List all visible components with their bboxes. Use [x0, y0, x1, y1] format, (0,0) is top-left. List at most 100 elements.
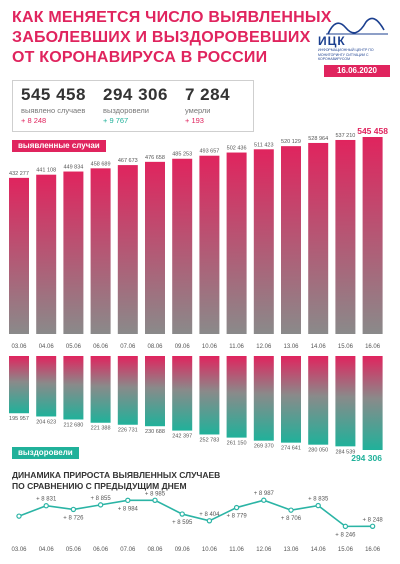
dynamics-value-label: + 8 987 [254, 491, 275, 497]
recovered-pill: выздоровели [12, 447, 79, 459]
date-tick-label: 09.06 [175, 344, 191, 350]
date-tick-label: 15.06 [338, 344, 354, 350]
dynamics-point [288, 507, 294, 513]
recovered-value-label: 261 150 [227, 441, 247, 447]
stat-deaths: 7 284 умерли + 193 [185, 85, 230, 125]
cases-value-label: 441 108 [36, 168, 56, 174]
stat-label: умерли [185, 106, 211, 115]
cases-bar [253, 149, 274, 334]
icc-logo-icon [326, 17, 388, 35]
dynamics-value-label: + 8 706 [281, 516, 302, 522]
dynamics-value-label: + 8 985 [145, 491, 166, 497]
cases-bar [63, 171, 84, 334]
cases-value-label: 528 964 [308, 136, 328, 142]
date-tick-label: 07.06 [120, 344, 136, 350]
title-line: ЗАБОЛЕВШИХ И ВЫЗДОРОВЕВШИХ [12, 29, 311, 46]
date-tick-label: 16.06 [365, 344, 381, 350]
stat-value: 294 306 [103, 85, 168, 104]
dynamics-date-label: 09.06 [175, 547, 191, 553]
date-tick-label: 10.06 [202, 344, 218, 350]
dynamics-date-label: 04.06 [39, 547, 55, 553]
dynamics-point [261, 497, 267, 503]
cases-value-label: 449 834 [63, 165, 83, 171]
dynamics-value-label: + 8 726 [63, 515, 84, 521]
recovered-value-label: 226 731 [118, 428, 138, 434]
dynamics-value-label: + 8 246 [335, 532, 356, 538]
dynamics-point [315, 502, 321, 509]
dynamics-point [369, 523, 376, 530]
cases-value-label: 511 423 [254, 142, 273, 148]
recovered-bar [117, 356, 138, 425]
logo-abbr: ИЦК [318, 34, 346, 48]
recovered-bar [145, 356, 165, 427]
date-tick-label: 08.06 [147, 344, 163, 350]
recovered-bar [226, 356, 247, 438]
recovered-value-label: 252 783 [199, 437, 219, 443]
dynamics-date-label: 07.06 [120, 547, 136, 553]
dynamics-date-label: 13.06 [283, 547, 299, 553]
cases-pill: выявленные случаи [12, 140, 106, 152]
cases-value-label: 520 129 [281, 139, 301, 145]
cases-bar [308, 142, 329, 334]
cases-bar [226, 152, 247, 334]
dynamics-value-label: + 8 855 [91, 496, 112, 502]
dynamics-value-label: + 8 984 [118, 506, 139, 512]
logo-subtitle: ИНФОРМАЦИОННЫЙ ЦЕНТР ПО МОНИТОРИНГУ СИТУ… [318, 48, 374, 61]
dynamics-line [18, 499, 373, 528]
recovered-value-label: 280 050 [308, 448, 328, 454]
recovered-value-label: 269 370 [254, 444, 274, 450]
title-line: КАК МЕНЯЕТСЯ ЧИСЛО ВЫЯВЛЕННЫХ [12, 9, 332, 26]
dynamics-point [43, 503, 49, 509]
dynamics-date-label: 15.06 [338, 547, 354, 553]
stat-value: 545 458 [21, 85, 86, 104]
recovered-bar [172, 356, 193, 431]
recovered-value-label: 284 539 [335, 449, 355, 455]
dynamics-date-label: 06.06 [93, 547, 109, 553]
recovered-value-label: 204 623 [36, 419, 56, 425]
date-tick-label: 11.06 [229, 344, 244, 350]
recovered-bar [36, 356, 57, 417]
dynamics-point [152, 497, 158, 503]
date-tick-label: 14.06 [311, 344, 327, 350]
recovered-bar [281, 356, 301, 443]
date-tick-label: 12.06 [256, 344, 272, 350]
dynamics-value-label: + 8 779 [227, 514, 248, 520]
recovered-bar [90, 356, 111, 423]
dynamics-point [179, 511, 185, 517]
dynamics-point [16, 513, 22, 519]
cases-value-label: 537 210 [335, 133, 355, 139]
cases-bar [117, 165, 138, 334]
stat-delta: + 193 [185, 116, 204, 125]
dynamics-title-line: ПО СРАВНЕНИЮ С ПРЕДЫДУЩИМ ДНЕМ [12, 481, 187, 491]
stat-cases: 545 458 выявлено случаев + 8 248 [21, 85, 86, 125]
dynamics-value-label: + 8 248 [363, 517, 384, 523]
stat-label: выздоровели [103, 106, 149, 115]
dynamics-date-label: 08.06 [147, 547, 163, 553]
dynamics-date-label: 10.06 [202, 547, 218, 553]
stat-recovered: 294 306 выздоровели + 9 767 [103, 85, 168, 125]
dynamics-value-label: + 8 404 [199, 512, 220, 518]
recovered-value-label: 195 957 [9, 416, 29, 422]
cases-value-label: 493 657 [199, 149, 219, 155]
recovered-value-label: 274 641 [281, 446, 301, 452]
recovered-bar [9, 356, 29, 414]
recovered-bar [253, 356, 274, 441]
dynamics-date-label: 12.06 [256, 547, 272, 553]
dynamics-date-label: 14.06 [311, 547, 327, 553]
dynamics-date-label: 16.06 [365, 547, 381, 553]
cases-value-label: 485 253 [172, 152, 192, 158]
recovered-bar [199, 356, 220, 435]
cases-bar [362, 137, 383, 334]
page-title: КАК МЕНЯЕТСЯ ЧИСЛО ВЫЯВЛЕННЫХ ЗАБОЛЕВШИХ… [12, 8, 332, 68]
cases-bar [36, 174, 57, 334]
stat-delta: + 9 767 [103, 116, 129, 125]
cases-value-label: 476 658 [145, 155, 165, 161]
dynamics-date-label: 03.06 [11, 547, 27, 553]
date-tick-label: 13.06 [283, 344, 299, 350]
date-tick-label: 04.06 [39, 344, 55, 350]
date-tick-label: 03.06 [11, 344, 27, 350]
cases-value-label: 545 458 [357, 126, 388, 136]
dynamics-point [125, 497, 131, 504]
cases-bar [90, 168, 111, 334]
